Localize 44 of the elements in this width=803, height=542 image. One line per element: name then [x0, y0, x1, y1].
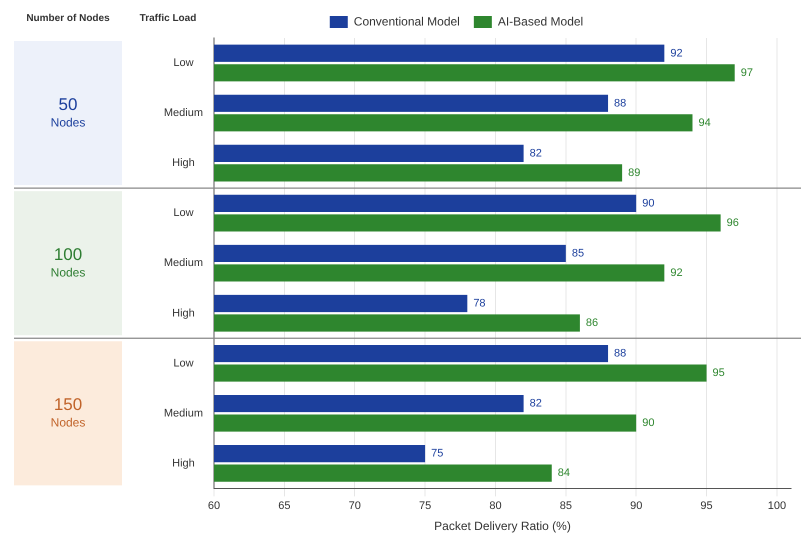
- text: Traffic Load: [140, 12, 196, 24]
- y-tick-label: Medium: [164, 407, 203, 420]
- x-tick-label: 75: [418, 500, 432, 512]
- y-tick-label: High: [172, 307, 195, 320]
- data-label: 86: [586, 317, 598, 330]
- x-tick-label: 70: [348, 500, 361, 512]
- data-label: 97: [740, 66, 753, 79]
- x-tick-label: 80: [489, 500, 502, 512]
- y-tick-label: Low: [173, 357, 194, 370]
- data-label: 88: [614, 97, 626, 110]
- x-tick-label: 85: [560, 500, 572, 512]
- legend-label: AI-Based Model: [498, 14, 584, 28]
- x-tick-label: 60: [208, 500, 220, 512]
- data-label: 85: [572, 247, 584, 260]
- data-label: 89: [628, 166, 640, 179]
- y-tick-label: Low: [173, 207, 194, 220]
- y-tick-label: High: [172, 457, 195, 470]
- text: Number of Nodes: [26, 12, 110, 24]
- x-tick-label: 90: [630, 500, 642, 512]
- data-label: 90: [642, 197, 654, 210]
- y-tick-label: Low: [173, 57, 194, 70]
- data-label: 96: [726, 216, 739, 229]
- legend-label: Conventional Model: [354, 14, 460, 28]
- data-label: 75: [431, 448, 444, 460]
- data-label: 84: [558, 467, 570, 480]
- data-label: 95: [712, 367, 725, 380]
- data-label: 82: [530, 147, 542, 160]
- x-tick-label: 65: [278, 500, 290, 512]
- data-label: 88: [614, 348, 626, 360]
- data-label: 92: [670, 266, 683, 279]
- y-tick-label: Medium: [164, 107, 203, 120]
- data-label: 90: [642, 417, 654, 430]
- data-label: 94: [698, 116, 711, 129]
- text: 50 Nodes: [50, 94, 86, 130]
- text: 100 Nodes: [50, 244, 86, 280]
- x-axis-title: Packet Delivery Ratio (%): [434, 519, 571, 534]
- y-tick-label: Medium: [164, 257, 203, 270]
- data-label: 78: [473, 298, 486, 310]
- x-tick-label: 100: [768, 500, 786, 512]
- data-label: 92: [670, 47, 683, 60]
- text: 150 Nodes: [50, 395, 86, 430]
- y-tick-label: High: [172, 157, 195, 170]
- x-tick-label: 95: [700, 500, 713, 512]
- data-label: 82: [530, 398, 542, 410]
